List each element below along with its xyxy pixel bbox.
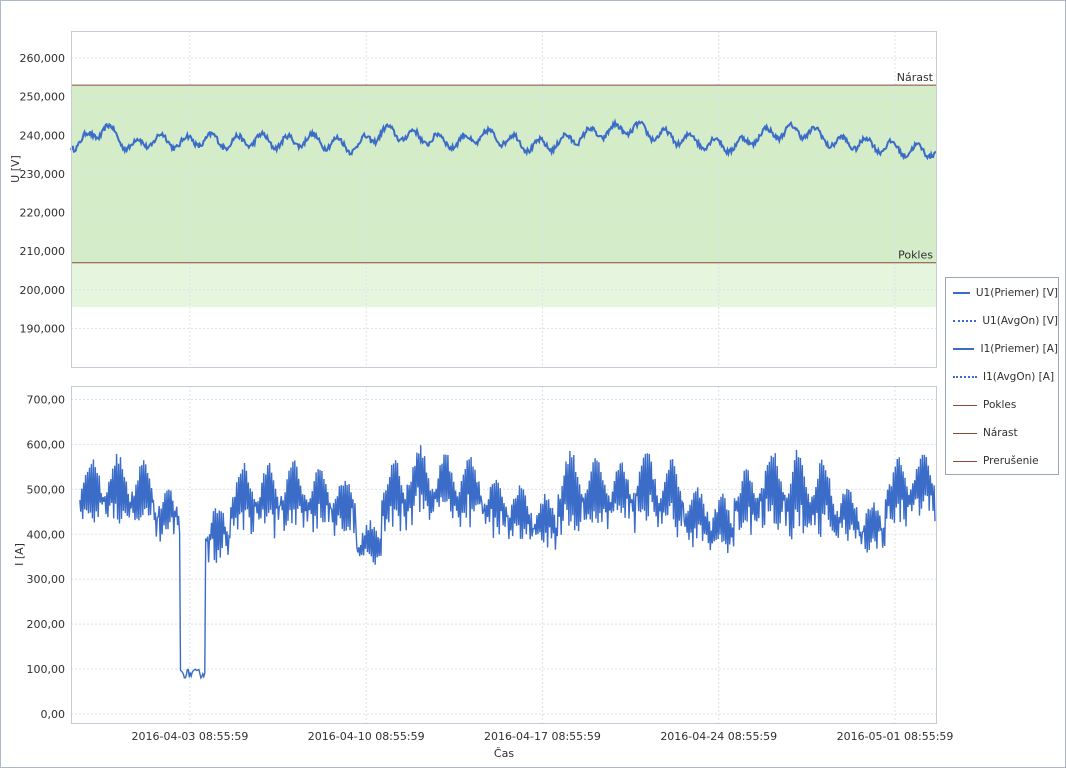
voltage-ytick-label: 200,000 (20, 284, 66, 297)
current-ytick-label: 700,00 (27, 393, 66, 406)
legend-swatch (953, 404, 977, 406)
legend-label: U1(Priemer) [V] (975, 287, 1058, 299)
current-axis-title: I [A] (13, 543, 26, 566)
legend-item: U1(AvgOn) [V] (946, 307, 1058, 335)
voltage-ytick-label: 220,000 (20, 207, 66, 220)
legend-label: Prerušenie (983, 455, 1039, 467)
legend-item: I1(AvgOn) [A] (946, 363, 1058, 391)
legend-item: Nárast (946, 419, 1058, 447)
legend-label: I1(Priemer) [A] (980, 343, 1058, 355)
legend-swatch (953, 292, 970, 294)
time-tick-label: 2016-04-10 08:55:59 (308, 730, 425, 743)
voltage-chart: 190,000 200,000 210,000 220,000 230,000 240,0… (20, 31, 937, 368)
legend-swatch (953, 376, 977, 378)
current-ytick-label: 600,00 (27, 438, 66, 451)
legend-item: Pokles (946, 391, 1058, 419)
time-tick-label: 2016-05-01 08:55:59 (837, 730, 954, 743)
limit-label: Pokles (898, 249, 933, 262)
voltage-axis-title: U [V] (9, 155, 22, 183)
series-u1-priemer (70, 118, 937, 161)
current-ytick-label: 100,00 (27, 663, 66, 676)
legend-swatch (953, 460, 977, 462)
time-tick-label: 2016-04-24 08:55:59 (660, 730, 777, 743)
legend-label: I1(AvgOn) [A] (983, 371, 1055, 383)
legend-swatch (953, 432, 977, 434)
tolerance-band (71, 262, 936, 308)
time-axis-title: Čas (494, 747, 514, 760)
current-ytick-label: 300,00 (27, 573, 66, 586)
voltage-ytick-label: 240,000 (20, 129, 66, 142)
current-ytick-label: 500,00 (27, 483, 66, 496)
current-plot-area (71, 386, 936, 723)
limit-label: Nárast (897, 71, 934, 84)
voltage-ytick-label: 260,000 (20, 52, 66, 65)
legend-item: U1(Priemer) [V] (946, 279, 1058, 307)
current-ytick-label: 400,00 (27, 528, 66, 541)
voltage-ytick-label: 210,000 (20, 245, 66, 258)
voltage-plot-border (71, 31, 937, 368)
current-chart: 0,00 100,00 200,00 300,00 400,00 500,00 600,00… (27, 386, 954, 743)
legend: U1(Priemer) [V] U1(AvgOn) [V] I1(Priemer) … (945, 277, 1059, 475)
current-ytick-label: 0,00 (41, 708, 66, 721)
time-tick-label: 2016-04-03 08:55:59 (132, 730, 249, 743)
legend-item: Prerušenie (946, 447, 1058, 475)
legend-label: Nárast (983, 427, 1018, 439)
voltage-ytick-label: 190,000 (20, 322, 66, 335)
voltage-ytick-label: 230,000 (20, 168, 66, 181)
time-tick-label: 2016-04-17 08:55:59 (484, 730, 601, 743)
voltage-ytick-label: 250,000 (20, 91, 66, 104)
current-plot-border (71, 386, 937, 724)
legend-item: I1(Priemer) [A] (946, 335, 1058, 363)
legend-label: Pokles (983, 399, 1017, 411)
legend-swatch (953, 348, 975, 350)
series-i1-priemer (79, 445, 936, 680)
legend-label: U1(AvgOn) [V] (982, 315, 1058, 327)
current-ytick-label: 200,00 (27, 618, 66, 631)
legend-swatch (953, 320, 977, 322)
